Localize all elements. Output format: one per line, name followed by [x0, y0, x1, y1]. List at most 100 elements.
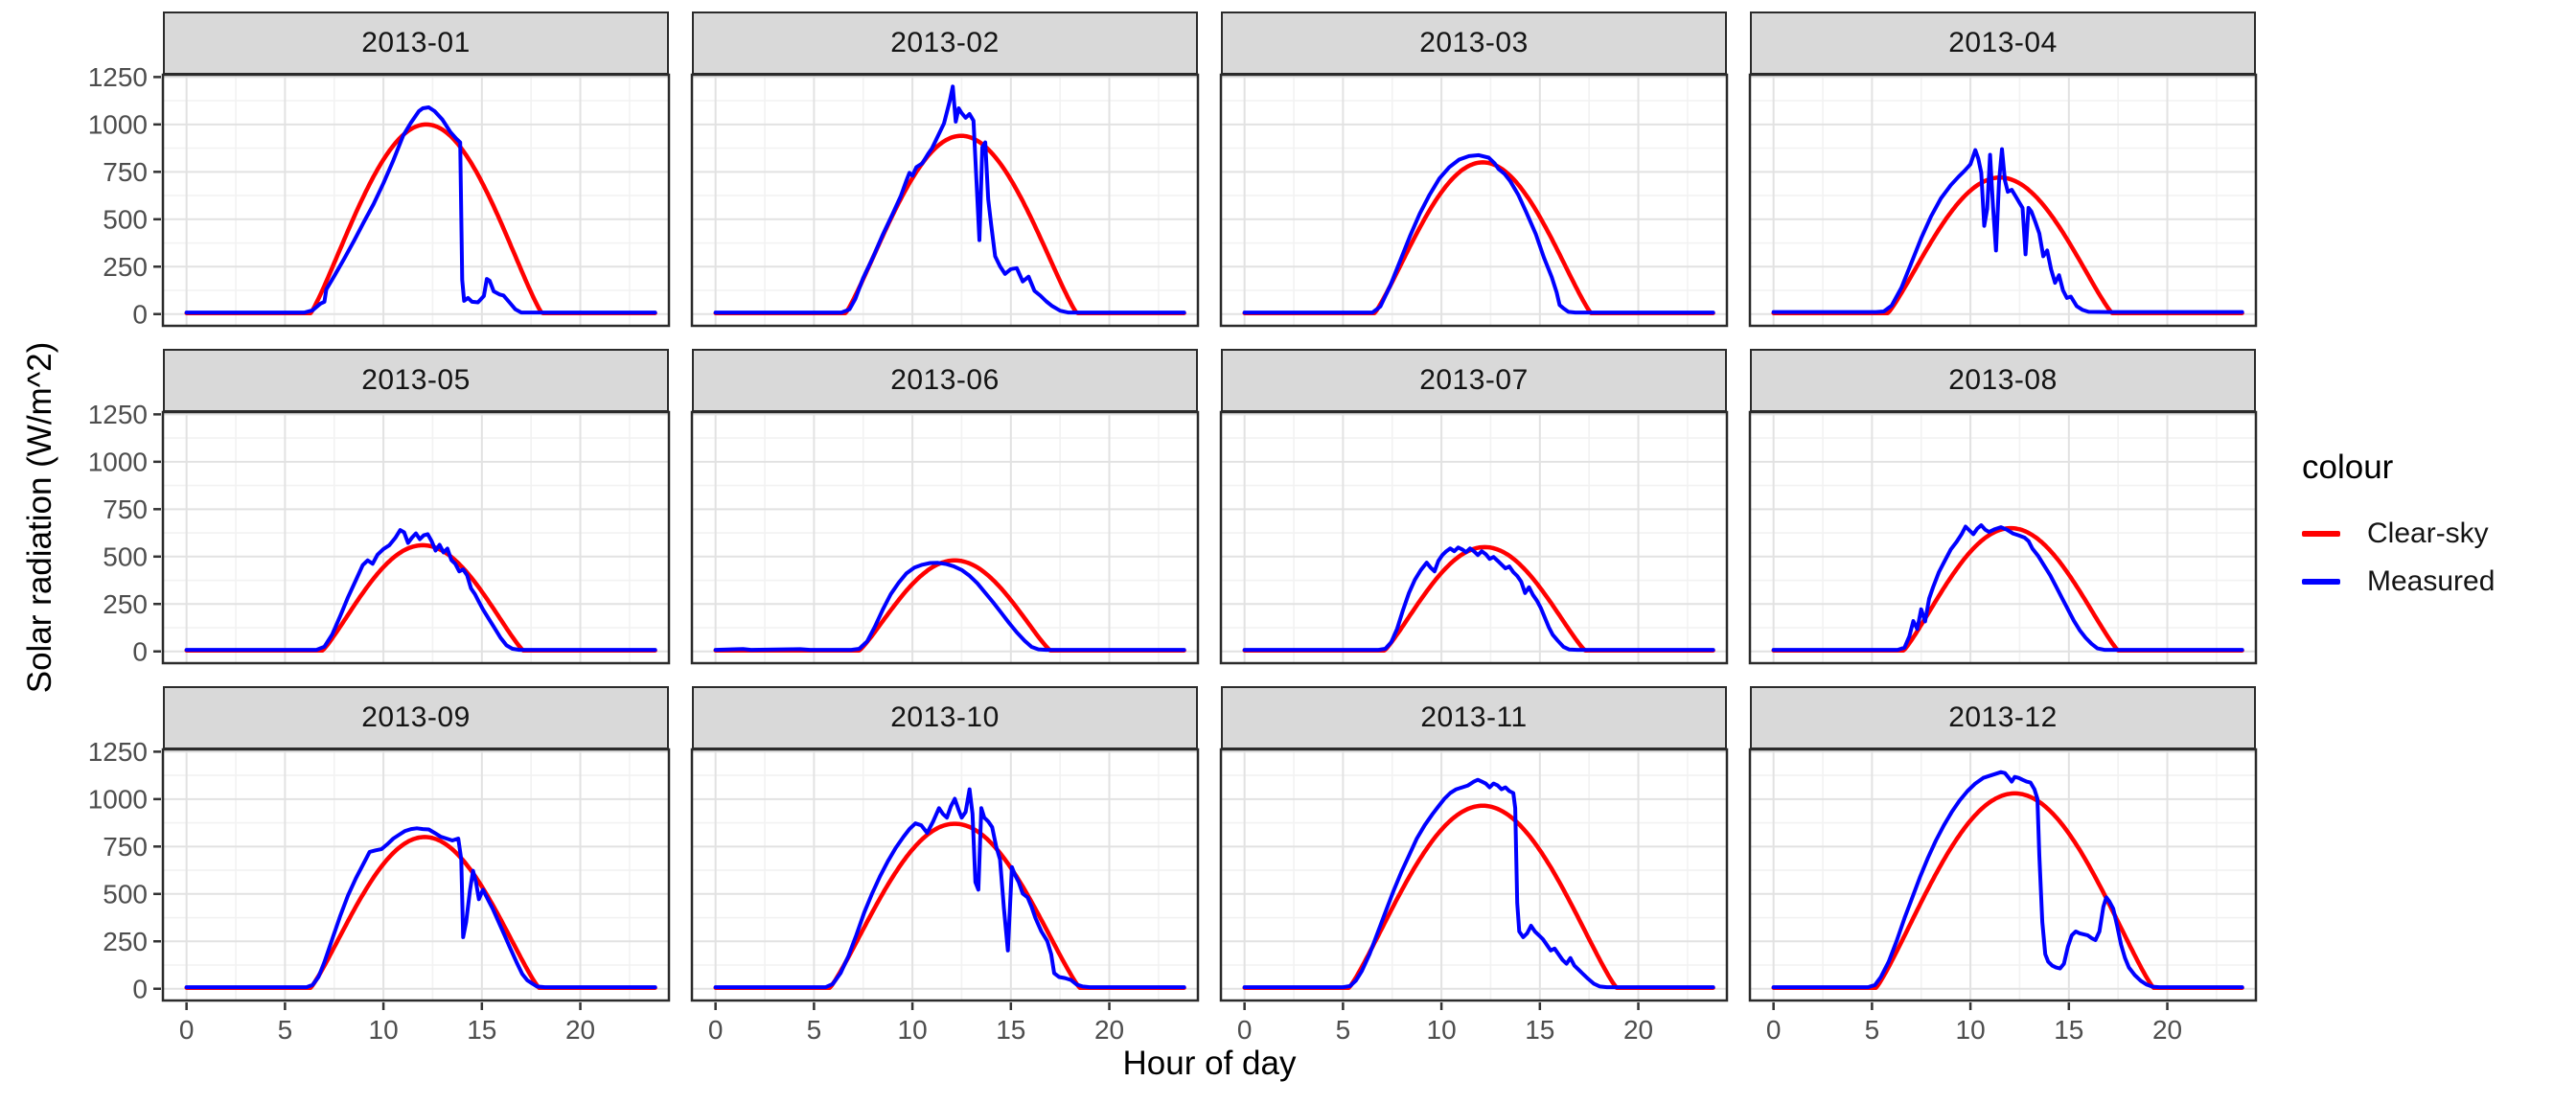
measured-line	[713, 787, 1186, 990]
measured-line	[1771, 147, 2244, 314]
panel-border	[690, 748, 1200, 1002]
facet-strip: 2013-02	[692, 12, 1198, 75]
facet-panel: 0 5 10 15 20	[1748, 748, 2258, 1045]
facet-panel	[1219, 73, 1729, 328]
x-tick-label: 0	[1237, 1015, 1253, 1045]
facet-2013-11: 2013-11 0 5 10 15 20	[1219, 686, 1729, 1045]
facet-strip: 2013-07	[1221, 349, 1727, 412]
panel-border	[161, 410, 671, 665]
legend: colour Clear-sky Measured	[2302, 448, 2495, 606]
facet-strip: 2013-11	[1221, 686, 1727, 749]
y-tick-label: 500	[103, 542, 148, 572]
y-tick-label: 250	[103, 589, 148, 619]
facet-grid: 2013-01 0 250 500 750 1000 1250 2013-02 2013-03 2…	[88, 12, 2258, 1045]
y-tick-label: 500	[103, 880, 148, 909]
x-tick-label: 10	[898, 1015, 928, 1045]
facet-strip: 2013-08	[1750, 349, 2256, 412]
x-tick-label: 5	[1865, 1015, 1880, 1045]
x-tick-label: 15	[996, 1015, 1025, 1045]
facet-strip: 2013-09	[163, 686, 669, 749]
x-tick-label: 20	[1094, 1015, 1124, 1045]
facet-strip-label: 2013-04	[1948, 27, 2058, 58]
facet-strip-label: 2013-12	[1948, 702, 2058, 733]
panel-border	[1219, 748, 1729, 1002]
measured-line	[713, 84, 1186, 315]
panel-border	[690, 410, 1200, 665]
panel-border	[1748, 748, 2258, 1002]
legend-line-swatch	[2302, 531, 2340, 537]
y-tick-label: 0	[132, 975, 148, 1004]
x-tick-label: 15	[1525, 1015, 1554, 1045]
facet-strip: 2013-10	[692, 686, 1198, 749]
facet-panel: 0 5 10 15 20	[1219, 748, 1729, 1045]
y-tick-label: 500	[103, 205, 148, 235]
x-tick-label: 5	[278, 1015, 293, 1045]
y-tick-label: 750	[103, 494, 148, 524]
measured-line	[1771, 523, 2244, 653]
y-tick-label: 0	[132, 300, 148, 330]
panel-background	[163, 412, 669, 663]
facet-2013-06: 2013-06	[690, 349, 1200, 665]
facet-2013-07: 2013-07	[1219, 349, 1729, 665]
measured-line	[1242, 545, 1715, 653]
facet-panel	[1748, 410, 2258, 665]
facet-2013-02: 2013-02	[690, 12, 1200, 328]
y-tick-label: 250	[103, 252, 148, 282]
y-tick-label: 0	[132, 637, 148, 667]
x-tick-label: 15	[467, 1015, 496, 1045]
y-tick-label: 750	[103, 157, 148, 187]
facet-strip-label: 2013-09	[361, 702, 471, 733]
panel-background	[163, 749, 669, 1000]
x-tick-label: 20	[565, 1015, 595, 1045]
facet-strip-label: 2013-11	[1420, 702, 1528, 733]
x-tick-label: 15	[2054, 1015, 2083, 1045]
facet-2013-12: 2013-12 0 5 10 15 20	[1748, 686, 2258, 1045]
panel-background	[1221, 75, 1727, 326]
facet-panel	[1748, 73, 2258, 328]
x-tick-label: 20	[2152, 1015, 2182, 1045]
facet-panel: 0 5 10 15 20	[690, 748, 1200, 1045]
facet-strip-label: 2013-07	[1419, 364, 1529, 396]
y-tick-label: 1000	[88, 448, 148, 477]
facet-strip-label: 2013-10	[890, 702, 1000, 733]
facet-strip: 2013-05	[163, 349, 669, 412]
x-tick-label: 5	[807, 1015, 822, 1045]
measured-line	[1242, 777, 1715, 990]
x-tick-label: 0	[1766, 1015, 1782, 1045]
y-tick-label: 1250	[88, 400, 148, 429]
facet-strip-label: 2013-03	[1419, 27, 1529, 58]
x-tick-label: 5	[1336, 1015, 1351, 1045]
panel-border	[1748, 73, 2258, 328]
measured-line	[713, 561, 1186, 653]
facet-strip-label: 2013-05	[361, 364, 471, 396]
measured-line	[184, 528, 657, 653]
x-tick-label: 20	[1623, 1015, 1653, 1045]
facet-strip-label: 2013-06	[890, 364, 1000, 396]
panel-background	[1221, 412, 1727, 663]
panel-background	[692, 412, 1198, 663]
facet-strip: 2013-01	[163, 12, 669, 75]
legend-line-swatch	[2302, 579, 2340, 585]
legend-title: colour	[2302, 448, 2394, 486]
panel-background	[1750, 412, 2256, 663]
facet-2013-01: 2013-01 0 250 500 750 1000 1250	[88, 12, 671, 330]
panel-border	[1219, 410, 1729, 665]
x-tick-label: 0	[179, 1015, 195, 1045]
facet-2013-04: 2013-04	[1748, 12, 2258, 328]
facet-strip-label: 2013-08	[1948, 364, 2058, 396]
facet-strip: 2013-04	[1750, 12, 2256, 75]
panel-background	[1750, 75, 2256, 326]
legend-item-label: Measured	[2367, 565, 2496, 597]
facet-panel: 0 250 500 750 1000 1250	[88, 62, 671, 330]
facet-strip-label: 2013-02	[890, 27, 1000, 58]
facet-strip: 2013-06	[692, 349, 1198, 412]
facet-panel	[1219, 410, 1729, 665]
y-tick-label: 750	[103, 832, 148, 862]
facet-panel: 0 250 500 750 1000 1250 0 5 10 15 20	[88, 737, 671, 1045]
y-tick-label: 1000	[88, 110, 148, 140]
facet-2013-05: 2013-05 0 250 500 750 1000 1250	[88, 349, 671, 667]
panel-border	[161, 73, 671, 328]
panel-border	[1219, 73, 1729, 328]
y-tick-label: 1250	[88, 737, 148, 767]
